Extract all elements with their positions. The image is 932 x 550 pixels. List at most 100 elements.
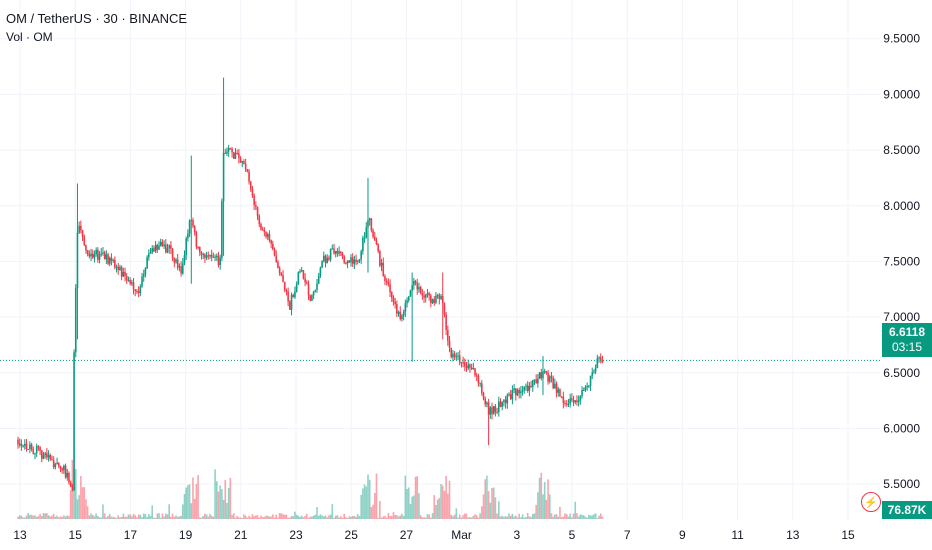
volume-bar	[589, 515, 592, 519]
candle-body	[537, 378, 539, 384]
volume-bar	[601, 516, 604, 519]
volume-bar	[479, 513, 481, 519]
volume-bar	[226, 502, 228, 519]
candle-body	[90, 253, 92, 257]
candle-body	[248, 171, 250, 182]
candle-body	[25, 443, 28, 450]
volume-bar	[377, 517, 379, 519]
candle-body	[215, 255, 218, 257]
candle-body	[108, 257, 111, 264]
volume-bar	[501, 515, 503, 519]
candle-body	[365, 227, 368, 238]
lightning-icon[interactable]: ⚡	[861, 492, 881, 512]
volume-bar	[66, 515, 69, 519]
candle-body	[317, 275, 320, 284]
volume-bar	[401, 513, 403, 519]
candle-body	[550, 376, 553, 378]
time-tick-label: 19	[179, 528, 193, 542]
volume-bar	[331, 504, 334, 519]
candle-body	[523, 386, 526, 391]
candle-body	[326, 257, 329, 264]
volume-legend[interactable]: Vol · OM	[6, 30, 53, 44]
volume-bar	[547, 479, 549, 519]
symbol-title[interactable]: OM / TetherUS · 30 · BINANCE	[6, 11, 188, 26]
candle-body	[80, 225, 82, 231]
candle-body	[441, 295, 444, 304]
candle-body	[430, 295, 432, 304]
candle-body	[547, 372, 549, 382]
candle-body	[548, 376, 551, 382]
candle-body	[139, 286, 142, 294]
volume-bar	[86, 506, 89, 519]
volume-bar	[110, 516, 113, 519]
candle-body	[285, 290, 288, 292]
volume-bar	[40, 516, 43, 519]
candle-body	[234, 152, 237, 159]
candle-body	[443, 303, 446, 315]
candle-body	[333, 248, 335, 254]
candle-body	[61, 468, 63, 471]
volume-bar	[375, 473, 378, 519]
candle-body	[389, 284, 391, 293]
candle-body	[151, 248, 154, 253]
volume-bar	[251, 514, 254, 519]
price-tick-label: 5.5000	[883, 477, 920, 491]
candle-body	[482, 393, 485, 399]
price-tick-label: 9.0000	[883, 87, 920, 101]
volume-bar	[406, 489, 408, 519]
candle-body	[494, 406, 497, 412]
volume-bar	[455, 508, 458, 519]
candle-body	[538, 372, 541, 379]
volume-bar	[464, 513, 466, 519]
candle-body	[74, 287, 77, 353]
candle-body	[343, 256, 345, 263]
volume-bar	[424, 517, 427, 519]
volume-bar	[222, 499, 225, 519]
candle-body	[586, 386, 588, 388]
volume-bar	[255, 515, 257, 519]
price-tick-label: 6.5000	[883, 366, 920, 380]
volume-bar	[285, 514, 288, 519]
candle-body	[166, 248, 169, 253]
volume-bar	[170, 516, 172, 519]
candle-body	[411, 285, 413, 291]
volume-bar	[42, 513, 45, 519]
candle-body	[35, 446, 38, 454]
volume-bar	[64, 516, 67, 519]
time-axis[interactable]: 13 15 17 19 21 23 25 27 Mar 3 5 7 9 11 13 15	[13, 528, 855, 542]
candle-body	[239, 157, 242, 163]
price-axis[interactable]: 9.5000 9.0000 8.5000 8.0000 7.5000 7.0000 6.50…	[883, 32, 920, 491]
candle-body	[465, 366, 468, 369]
candle-body	[56, 462, 58, 465]
candle-body	[397, 311, 400, 314]
candle-body	[290, 294, 293, 310]
volume-bar	[513, 516, 515, 519]
volume-bar	[441, 485, 444, 519]
volume-bar	[171, 513, 174, 519]
candle-body	[144, 268, 147, 275]
volume-bar	[326, 517, 329, 519]
candle-body	[390, 292, 393, 298]
candle-body	[241, 161, 244, 163]
volume-bar	[576, 513, 578, 519]
time-tick-label: 11	[731, 528, 744, 542]
volume-bar	[144, 514, 147, 519]
candle-body	[499, 401, 502, 407]
candle-body	[54, 464, 57, 468]
candle-body	[319, 267, 322, 276]
volume-bar	[37, 516, 40, 519]
candle-body	[360, 251, 362, 260]
volume-bar	[137, 514, 140, 519]
volume-bar	[299, 516, 301, 519]
candle-body	[289, 301, 291, 310]
volume-bar	[402, 515, 405, 519]
candle-body	[251, 189, 254, 196]
candle-body	[589, 375, 592, 386]
volume-bar	[397, 516, 400, 519]
price-tick-label: 7.5000	[883, 254, 920, 268]
candle-body	[484, 398, 487, 405]
volume-bar	[450, 514, 453, 519]
candle-body	[464, 362, 466, 367]
